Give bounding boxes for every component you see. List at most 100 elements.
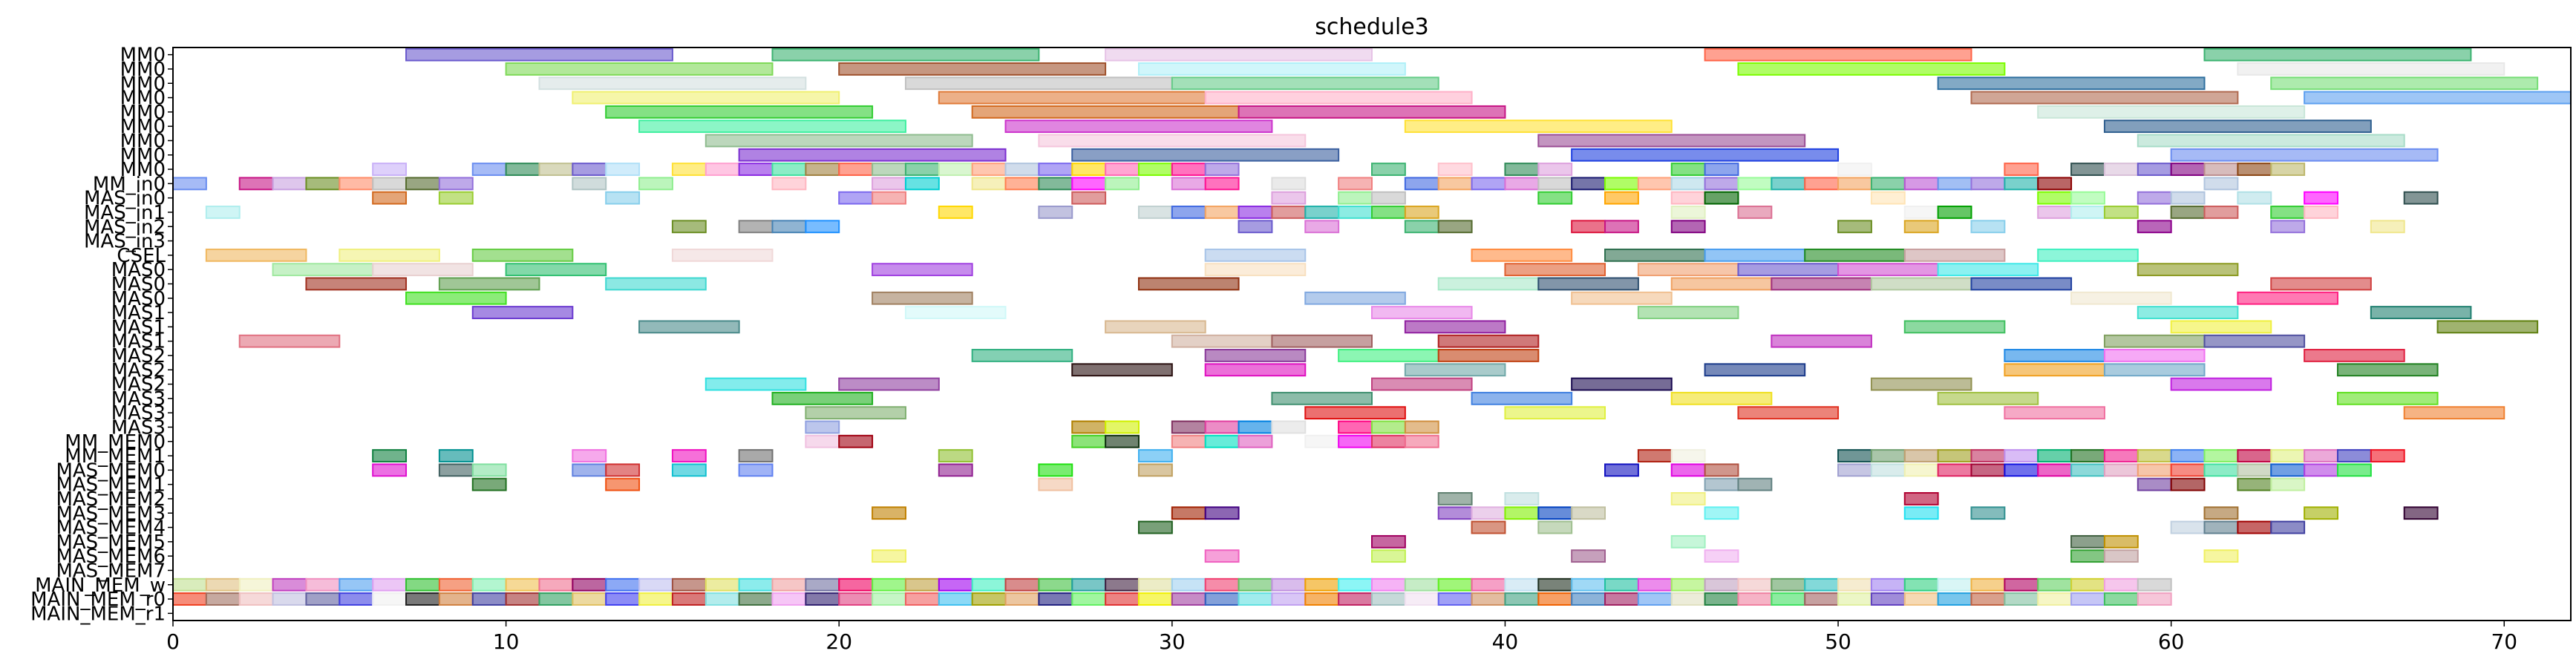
task-bar [1172,507,1206,519]
x-axis: 0 10 20 30 40 50 60 70 [166,621,2517,654]
task-bar [1072,579,1105,591]
task-bar [1905,507,1938,519]
task-bar [439,464,473,476]
task-bar [1905,493,1938,505]
task-bar [1972,507,2005,519]
task-bar [1338,422,1372,433]
task-bar [2038,249,2138,261]
task-bar [1139,579,1172,591]
task-bar [906,77,1172,89]
task-bar [2171,379,2272,390]
task-bar [1172,177,1206,189]
task-bar [1338,350,1439,361]
task-bar [1472,579,1506,591]
task-bar [572,177,606,189]
task-bar [739,464,773,476]
x-tick-label: 0 [166,629,180,654]
task-bar [939,206,972,218]
task-bar [1538,278,1638,290]
task-bar [2071,579,2105,591]
task-bar [473,249,573,261]
task-bar [373,450,406,462]
task-bar [2105,206,2138,218]
task-bar [639,177,673,189]
task-bar [2038,593,2071,605]
task-bar [1738,264,1838,275]
task-bar [906,579,939,591]
task-bar [1638,593,1672,605]
task-bar [1672,192,1705,204]
task-bar [673,464,706,476]
task-bar [1239,579,1272,591]
task-bar [1006,579,1039,591]
task-bar [1372,579,1405,591]
task-bar [1938,206,1972,218]
task-bar [2105,336,2205,347]
task-bar [2338,450,2371,462]
task-bar [1206,579,1239,591]
task-bar [972,579,1006,591]
task-bar [1638,307,1739,318]
task-bar [872,550,906,562]
task-bar [1538,522,1572,534]
task-bar [2237,450,2271,462]
task-bar [739,163,773,175]
x-tick-label: 70 [2491,629,2517,654]
task-bar [2038,177,2071,189]
task-bar [1538,192,1572,204]
task-bar [1538,135,1805,147]
task-bar [1938,593,1972,605]
task-bar [1838,450,1871,462]
task-bar [1705,464,1739,476]
task-bar [2004,163,2038,175]
task-bar [872,292,972,304]
task-bar [1439,163,1472,175]
task-bar [1139,63,1405,75]
task-bar [1206,264,1306,275]
task-bar [1372,593,1405,605]
task-bar [1805,593,1838,605]
task-bar [1505,264,1605,275]
task-bar [1239,206,1272,218]
task-bar [805,220,839,232]
task-bar [1372,192,1405,204]
task-bar [1405,177,1439,189]
task-bar [1272,579,1305,591]
task-bar [1938,464,1972,476]
task-bar [906,593,939,605]
task-bar [1838,220,1871,232]
task-bar [439,192,473,204]
task-bar [1505,579,1538,591]
task-bar [2004,464,2038,476]
task-bar [1405,593,1439,605]
task-bar [706,379,806,390]
task-bar [339,579,373,591]
task-bar [2338,393,2438,405]
task-bar [1105,177,1139,189]
task-bar [773,49,1039,61]
task-bar [1972,220,2005,232]
task-bar [1272,393,1372,405]
task-bar [572,92,839,104]
task-bar [1905,593,1938,605]
task-bar [773,220,806,232]
task-bar [2405,507,2438,519]
task-bar [2071,206,2105,218]
task-bar [1272,336,1372,347]
task-bar [1139,464,1172,476]
task-bar [1372,550,1405,562]
task-bar [706,593,739,605]
task-bar [2138,264,2238,275]
task-bar [1039,163,1072,175]
task-bar [1871,379,1972,390]
task-bar [906,307,1006,318]
task-bar [739,593,773,605]
task-bar [1838,264,1938,275]
task-bar [1206,206,1239,218]
task-bar [1472,593,1506,605]
task-bar [739,450,773,462]
task-bar [373,192,406,204]
task-bar [2237,163,2271,175]
task-bar [173,177,206,189]
